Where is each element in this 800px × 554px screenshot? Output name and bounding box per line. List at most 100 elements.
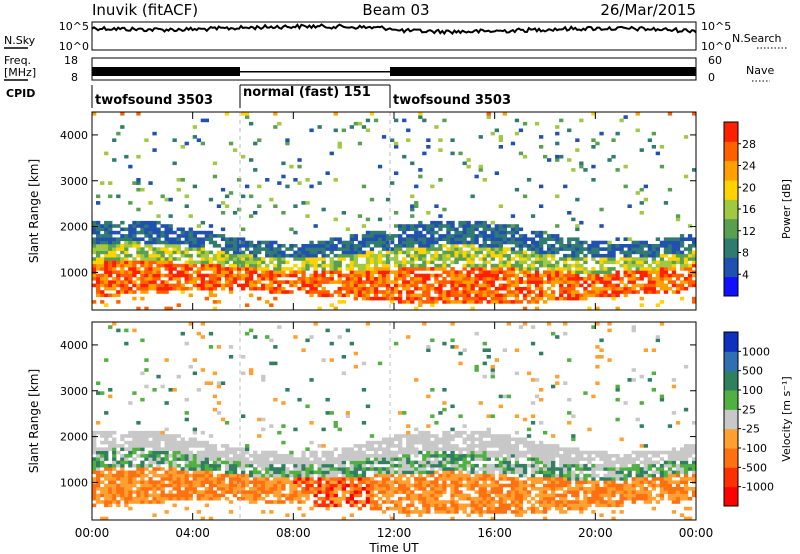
data-cell: [418, 168, 423, 172]
data-cell: [518, 500, 524, 504]
data-cell: [228, 257, 234, 261]
data-cell: [361, 460, 367, 465]
data-cell: [498, 253, 503, 258]
data-cell: [587, 283, 592, 288]
data-cell: [474, 174, 479, 179]
data-cell: [377, 290, 383, 294]
data-cell: [289, 496, 294, 501]
data-cell: [188, 493, 193, 498]
data-cell: [639, 187, 644, 192]
data-cell: [692, 273, 697, 278]
data-cell: [555, 450, 560, 455]
data-cell: [390, 440, 395, 445]
data-cell: [345, 273, 350, 278]
data-cell: [144, 444, 149, 448]
data-cell: [353, 290, 358, 294]
data-cell: [341, 467, 346, 471]
data-cell: [659, 240, 665, 245]
data-cell: [365, 477, 371, 481]
data-cell: [490, 220, 495, 225]
data-cell: [498, 477, 503, 481]
data-cell: [180, 457, 185, 461]
data-cell: [212, 493, 218, 498]
data-cell: [547, 267, 552, 271]
data-cell: [148, 477, 153, 481]
data-cell: [172, 480, 177, 484]
data-cell: [381, 290, 387, 294]
data-cell: [164, 234, 169, 238]
data-cell: [506, 470, 511, 475]
data-cell: [261, 473, 266, 478]
data-cell: [635, 244, 640, 248]
data-cell: [462, 220, 467, 225]
data-cell: [329, 483, 334, 488]
data-cell: [164, 437, 169, 442]
data-cell: [502, 460, 507, 465]
data-cell: [514, 444, 520, 448]
data-cell: [482, 483, 487, 488]
data-cell: [265, 277, 270, 281]
data-cell: [486, 112, 491, 116]
data-cell: [639, 257, 644, 261]
data-cell: [559, 470, 564, 475]
data-cell: [478, 293, 483, 298]
data-cell: [92, 277, 97, 281]
data-cell: [530, 457, 536, 461]
data-cell: [422, 240, 427, 245]
data-cell: [430, 473, 435, 478]
data-cell: [128, 473, 133, 478]
data-cell: [369, 247, 375, 251]
data-cell: [269, 480, 274, 484]
data-cell: [325, 457, 330, 461]
data-cell: [112, 260, 117, 265]
data-cell: [454, 506, 459, 511]
data-cell: [220, 450, 226, 455]
data-cell: [414, 237, 419, 241]
data-cell: [418, 477, 423, 481]
data-cell: [486, 454, 491, 458]
data-cell: [575, 270, 580, 274]
data-cell: [575, 273, 580, 278]
data-cell: [369, 503, 375, 508]
data-cell: [518, 473, 524, 478]
data-cell: [104, 467, 109, 471]
data-cell: [627, 286, 632, 291]
data-cell: [559, 500, 564, 504]
data-cell: [281, 253, 286, 258]
colorbar-tick-label: 20: [742, 181, 756, 194]
data-cell: [317, 490, 322, 494]
data-cell: [357, 490, 363, 494]
data-cell: [474, 331, 479, 336]
data-cell: [184, 417, 189, 422]
data-cell: [204, 263, 209, 268]
data-cell: [192, 437, 197, 442]
data-cell: [410, 496, 415, 501]
data-cell: [458, 280, 463, 284]
y-tick-label: 1000: [60, 266, 88, 279]
data-cell: [522, 257, 528, 261]
data-cell: [293, 178, 298, 182]
data-cell: [623, 290, 628, 294]
data-cell: [539, 237, 544, 241]
data-cell: [124, 257, 129, 261]
data-cell: [128, 290, 133, 294]
data-cell: [559, 286, 564, 291]
data-cell: [224, 457, 230, 461]
data-cell: [679, 253, 685, 258]
data-cell: [349, 263, 354, 268]
data-cell: [498, 434, 503, 438]
data-cell: [651, 277, 656, 281]
data-cell: [406, 477, 411, 481]
data-cell: [168, 463, 173, 468]
data-cell: [297, 250, 302, 255]
data-cell: [502, 477, 507, 481]
data-cell: [337, 257, 342, 261]
data-cell: [426, 260, 431, 265]
data-cell: [410, 434, 415, 438]
data-cell: [450, 260, 455, 265]
data-cell: [120, 493, 125, 498]
data-cell: [498, 257, 503, 261]
data-cell: [365, 270, 371, 274]
data-cell: [140, 220, 145, 225]
data-cell: [309, 440, 314, 445]
